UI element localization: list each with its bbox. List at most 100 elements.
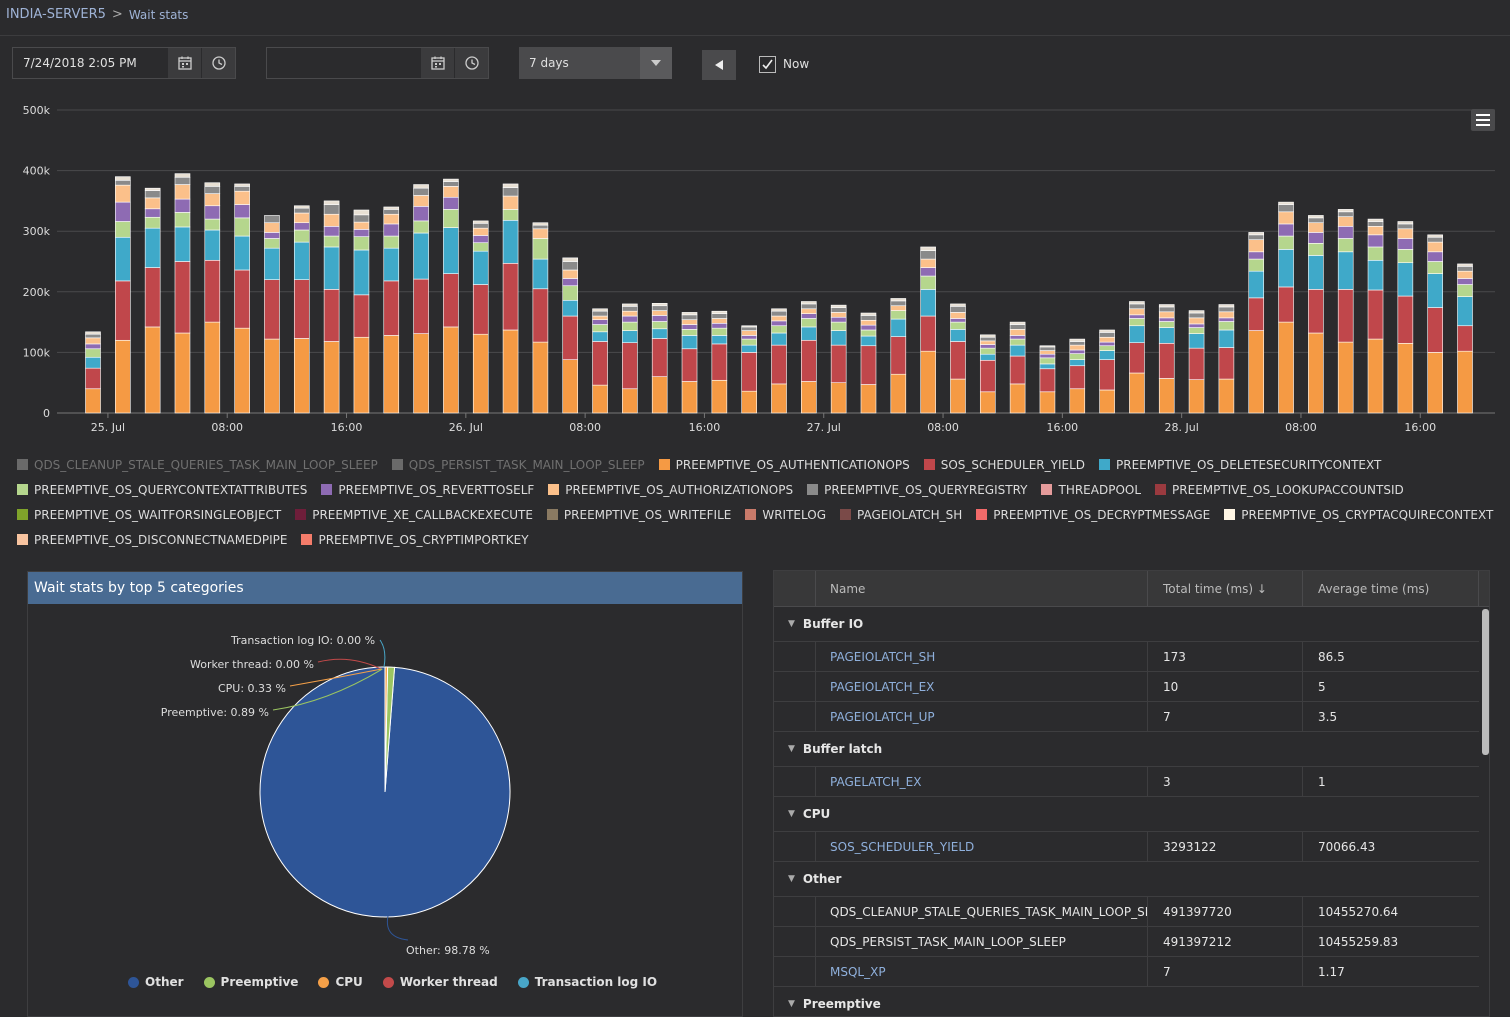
bar-stack[interactable] — [174, 173, 191, 414]
bar-stack[interactable] — [562, 257, 579, 414]
header-total-time[interactable]: Total time (ms) ↓ — [1148, 571, 1303, 607]
bar-stack[interactable] — [592, 308, 608, 414]
legend-item[interactable]: PREEMPTIVE_OS_CRYPTACQUIRECONTEXT — [1224, 508, 1493, 522]
breadcrumb-server[interactable]: INDIA-SERVER5 — [6, 7, 106, 22]
bar-stack[interactable] — [1337, 209, 1354, 414]
legend-item[interactable]: SOS_SCHEDULER_YIELD — [923, 458, 1085, 472]
legend-item[interactable]: QDS_PERSIST_TASK_MAIN_LOOP_SLEEP — [391, 458, 645, 472]
legend-item[interactable]: PREEMPTIVE_OS_DISCONNECTNAMEDPIPE — [17, 533, 287, 547]
legend-item[interactable]: PREEMPTIVE_OS_QUERYCONTEXTATTRIBUTES — [17, 483, 307, 497]
calendar-icon[interactable] — [167, 48, 201, 78]
table-row[interactable]: PAGEIOLATCH_EX 10 5 — [774, 671, 1479, 702]
bar-stack[interactable] — [1397, 221, 1414, 414]
pie-legend-item[interactable]: Worker thread — [382, 975, 498, 989]
bar-stack[interactable] — [681, 312, 698, 414]
cell-name[interactable]: PAGEIOLATCH_EX — [816, 671, 1148, 702]
bar-stack[interactable] — [741, 325, 757, 414]
legend-item[interactable]: PREEMPTIVE_OS_WRITEFILE — [546, 508, 731, 522]
legend-item[interactable]: PREEMPTIVE_OS_DECRYPTMESSAGE — [976, 508, 1210, 522]
grid-group-row[interactable]: ▼ Buffer latch — [774, 732, 1479, 767]
bar-stack[interactable] — [353, 209, 370, 414]
pie-slice[interactable] — [384, 666, 389, 793]
bar-stack[interactable] — [1129, 301, 1145, 414]
cell-name[interactable]: PAGELATCH_EX — [816, 766, 1148, 797]
bar-stack[interactable] — [830, 304, 847, 414]
bar-stack[interactable] — [532, 222, 549, 414]
legend-item[interactable]: PREEMPTIVE_OS_QUERYREGISTRY — [807, 483, 1027, 497]
bar-stack[interactable] — [890, 298, 907, 414]
table-row[interactable]: MSQL_XP 7 1.17 — [774, 956, 1479, 987]
scrollbar-thumb[interactable] — [1482, 609, 1489, 755]
grid-group-row[interactable]: ▼ CPU — [774, 797, 1479, 832]
bar-stack[interactable] — [323, 200, 340, 414]
bar-stack[interactable] — [651, 303, 668, 414]
hamburger-menu-icon[interactable] — [1471, 109, 1495, 131]
bar-stack[interactable] — [234, 183, 250, 414]
table-row[interactable]: QDS_PERSIST_TASK_MAIN_LOOP_SLEEP 49139721… — [774, 926, 1479, 957]
bar-stack[interactable] — [1158, 304, 1175, 414]
bar-stack[interactable] — [443, 178, 459, 414]
cell-name[interactable]: PAGEIOLATCH_UP — [816, 701, 1148, 732]
clock-icon[interactable] — [454, 48, 488, 78]
grid-scrollbar[interactable] — [1480, 607, 1489, 1016]
bar-stack[interactable] — [920, 246, 936, 414]
table-row[interactable]: QDS_CLEANUP_STALE_QUERIES_TASK_MAIN_LOOP… — [774, 896, 1479, 927]
legend-item[interactable]: PREEMPTIVE_OS_WAITFORSINGLEOBJECT — [17, 508, 281, 522]
grid-group-row[interactable]: ▼ Other — [774, 862, 1479, 897]
clock-icon[interactable] — [201, 48, 235, 78]
legend-item[interactable]: PREEMPTIVE_OS_LOOKUPACCOUNTSID — [1155, 483, 1404, 497]
bar-stack[interactable] — [115, 176, 131, 414]
bar-stack[interactable] — [1218, 304, 1235, 414]
pie-legend-item[interactable]: Transaction log IO — [517, 975, 657, 989]
bar-stack[interactable] — [860, 312, 877, 414]
bar-stack[interactable] — [204, 182, 221, 414]
pie-legend-item[interactable]: Preemptive — [203, 975, 298, 989]
table-row[interactable]: SOS_SCHEDULER_YIELD 3293122 70066.43 — [774, 831, 1479, 862]
cell-name[interactable]: MSQL_XP — [816, 956, 1148, 987]
pie-legend-item[interactable]: CPU — [318, 975, 363, 989]
bar-stack[interactable] — [1069, 338, 1086, 414]
start-datetime-input[interactable]: 7/24/2018 2:05 PM — [23, 56, 137, 70]
previous-period-button[interactable] — [702, 50, 736, 80]
header-name[interactable]: Name — [816, 571, 1148, 607]
header-average-time[interactable]: Average time (ms) — [1303, 571, 1479, 607]
legend-item[interactable]: THREADPOOL — [1041, 483, 1141, 497]
table-row[interactable]: PAGELATCH_EX 3 1 — [774, 766, 1479, 797]
legend-item[interactable]: PREEMPTIVE_OS_REVERTTOSELF — [321, 483, 534, 497]
bar-stack[interactable] — [144, 187, 161, 414]
bar-stack[interactable] — [264, 215, 280, 414]
now-label[interactable]: Now — [783, 57, 810, 71]
bar-stack[interactable] — [801, 301, 817, 414]
collapse-triangle-icon[interactable]: ▼ — [788, 744, 795, 754]
collapse-triangle-icon[interactable]: ▼ — [788, 619, 795, 629]
bar-stack[interactable] — [1039, 345, 1056, 414]
bar-stack[interactable] — [950, 303, 966, 414]
collapse-triangle-icon[interactable]: ▼ — [788, 999, 795, 1009]
bar-stack[interactable] — [622, 303, 638, 414]
bar-stack[interactable] — [1099, 329, 1115, 414]
legend-item[interactable]: PREEMPTIVE_OS_DELETESECURITYCONTEXT — [1099, 458, 1381, 472]
table-row[interactable]: PAGEIOLATCH_UP 7 3.5 — [774, 701, 1479, 732]
bar-stack[interactable] — [711, 310, 728, 414]
legend-item[interactable]: PAGEIOLATCH_SH — [840, 508, 962, 522]
pie-slice[interactable] — [259, 666, 511, 918]
bar-stack[interactable] — [1457, 263, 1473, 414]
bar-stack[interactable] — [1248, 232, 1265, 414]
bar-stack[interactable] — [1367, 218, 1384, 414]
now-checkbox[interactable] — [759, 56, 776, 73]
collapse-triangle-icon[interactable]: ▼ — [788, 874, 795, 884]
bar-stack[interactable] — [1188, 310, 1205, 414]
bar-stack[interactable] — [85, 331, 101, 414]
grid-group-row[interactable]: ▼ Buffer IO — [774, 607, 1479, 642]
bar-stack[interactable] — [1427, 234, 1443, 414]
legend-item[interactable]: QDS_CLEANUP_STALE_QUERIES_TASK_MAIN_LOOP… — [17, 458, 378, 472]
legend-item[interactable]: PREEMPTIVE_OS_CRYPTIMPORTKEY — [301, 533, 529, 547]
grid-group-row[interactable]: ▼ Preemptive — [774, 987, 1479, 1016]
legend-item[interactable]: PREEMPTIVE_OS_AUTHORIZATIONOPS — [548, 483, 793, 497]
bar-stack[interactable] — [1278, 201, 1294, 414]
collapse-triangle-icon[interactable]: ▼ — [788, 809, 795, 819]
cell-name[interactable]: PAGEIOLATCH_SH — [816, 641, 1148, 672]
bar-stack[interactable] — [979, 334, 996, 414]
calendar-icon[interactable] — [420, 48, 454, 78]
bar-stack[interactable] — [472, 220, 489, 414]
